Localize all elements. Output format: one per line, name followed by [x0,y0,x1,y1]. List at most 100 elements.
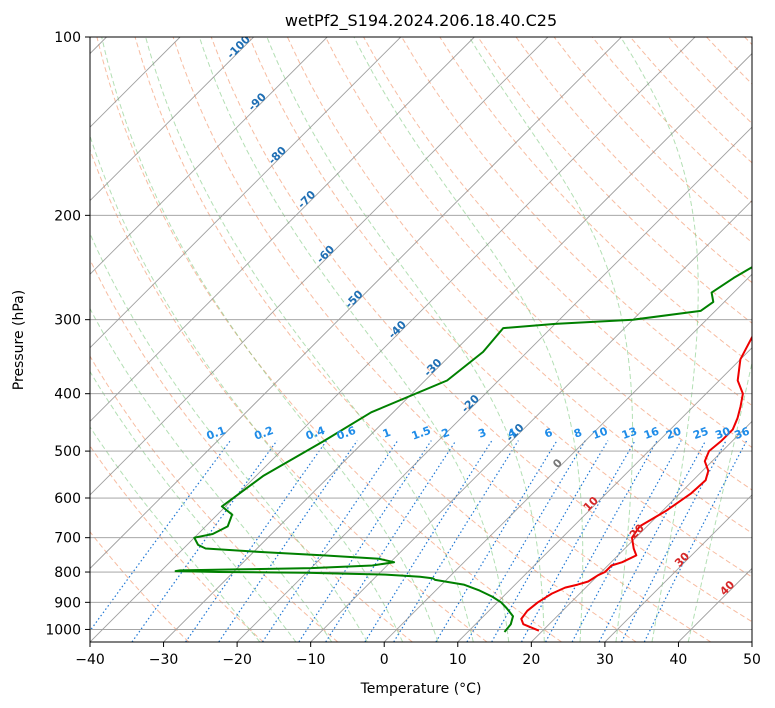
moist-adiabat [90,307,333,642]
mixing-ratio-label: 0.2 [252,424,275,443]
x-tick-label: −10 [296,652,326,668]
isotherm [90,37,475,422]
x-tick-label: 30 [596,652,614,668]
moist-adiabats [90,37,752,642]
dry-adiabat [90,148,488,642]
dry-adiabat [90,445,264,642]
dry-adiabat [401,37,752,407]
mixing-ratio-label: 20 [664,424,683,442]
isotherm [90,37,328,275]
mixing-ratio-line [325,440,457,642]
mixing-ratio-line [90,440,231,632]
x-axis-title: Temperature (°C) [360,681,482,697]
moist-adiabat [145,37,474,642]
x-tick-label: 40 [670,652,688,668]
moist-adiabat [90,134,404,642]
plot-area: -100-90-80-70-60-50-40-30-20-10010203040… [90,37,752,642]
moist-adiabat [198,37,510,642]
mixing-ratio-label: 1.5 [410,424,433,443]
moist-adiabat [90,232,368,642]
profile-series [174,266,752,633]
mixing-ratio-line [298,440,432,642]
isotherm [236,126,752,642]
moist-adiabat [620,37,699,642]
y-tick-label: 900 [54,595,81,611]
mixing-ratio-label: 0.1 [205,424,228,443]
x-tick-label: 20 [522,652,540,668]
y-tick-label: 500 [54,444,81,460]
y-axis-title: Pressure (hPa) [11,290,27,390]
isotherm [604,494,752,642]
mixing-ratio-label: 1 [381,426,393,441]
dry-adiabat [248,37,752,578]
mixing-ratio-label: 16 [642,424,661,442]
x-tick-label: −40 [75,652,105,668]
isotherm [383,273,752,642]
mixing-ratio-line [520,440,636,642]
x-axis-ticks: −40 −30 −20 −10 0 10 20 30 40 50 [75,642,761,668]
moist-adiabat [353,37,584,642]
isotherm [310,200,752,642]
temperature-profile-line [520,334,752,632]
y-tick-label: 400 [54,387,81,403]
x-tick-label: 50 [743,652,761,668]
x-tick-label: 10 [449,652,467,668]
mixing-ratio-line [491,440,609,642]
mixing-ratio-line [571,440,682,642]
mixing-ratio-label: 8 [572,426,584,441]
dry-adiabats [90,37,752,642]
moist-adiabat [687,360,752,642]
isotherm [90,37,549,496]
isotherms [90,37,752,642]
mixing-ratio-line [545,440,658,642]
dry-adiabat [90,355,339,642]
mixing-ratio-label: 6 [543,426,555,441]
y-tick-label: 200 [54,208,81,224]
dry-adiabat [134,37,637,642]
isotherm [90,37,254,202]
dry-adiabat [210,37,752,623]
dry-adiabat [90,531,190,642]
isotherm [90,37,696,642]
mixing-ratio-label: 3 [477,426,489,441]
y-tick-label: 600 [54,491,81,507]
isotherm [90,37,622,570]
moist-adiabat [90,426,261,642]
mixing-ratio-line [185,440,328,642]
mixing-ratio-line [218,440,358,642]
y-tick-label: 300 [54,313,81,329]
x-tick-label: −20 [222,652,252,668]
y-tick-label: 800 [54,565,81,581]
mixing-ratio-label: 2 [440,426,452,441]
mixing-ratio-label: 0.4 [304,424,327,443]
plot-frame [89,36,753,643]
y-tick-label: 700 [54,531,81,547]
mixing-ratio-lines [90,440,748,642]
moist-adiabat [101,37,439,642]
mixing-ratio-label: 10 [591,424,610,442]
mixing-ratio-label: 30 [713,424,732,442]
dry-adiabat [96,37,562,642]
mixing-ratio-line [131,440,278,642]
isobars [90,37,752,630]
isotherm [457,347,752,642]
isotherm [90,37,402,349]
chart-title: wetPf2_S194.2024.206.18.40.C25 [285,11,557,31]
dry-adiabat [515,37,752,284]
mixing-ratio-label: 25 [691,425,710,442]
mixing-ratio-label: 0.6 [335,424,358,443]
dry-adiabat [477,37,752,324]
x-tick-label: −30 [149,652,179,668]
dewpoint-profile-line [174,266,752,633]
y-tick-label: 100 [54,30,81,46]
mixing-ratio-line [364,440,493,642]
y-axis-ticks: 1000 900 800 700 600 500 400 300 200 100 [45,30,90,638]
mixing-ratio-line [261,440,399,642]
dry-adiabat [325,37,752,491]
y-tick-label: 1000 [45,622,81,638]
x-tick-label: 0 [380,652,389,668]
mixing-ratio-label: 4 [506,426,518,441]
mixing-ratio-line [643,440,748,642]
